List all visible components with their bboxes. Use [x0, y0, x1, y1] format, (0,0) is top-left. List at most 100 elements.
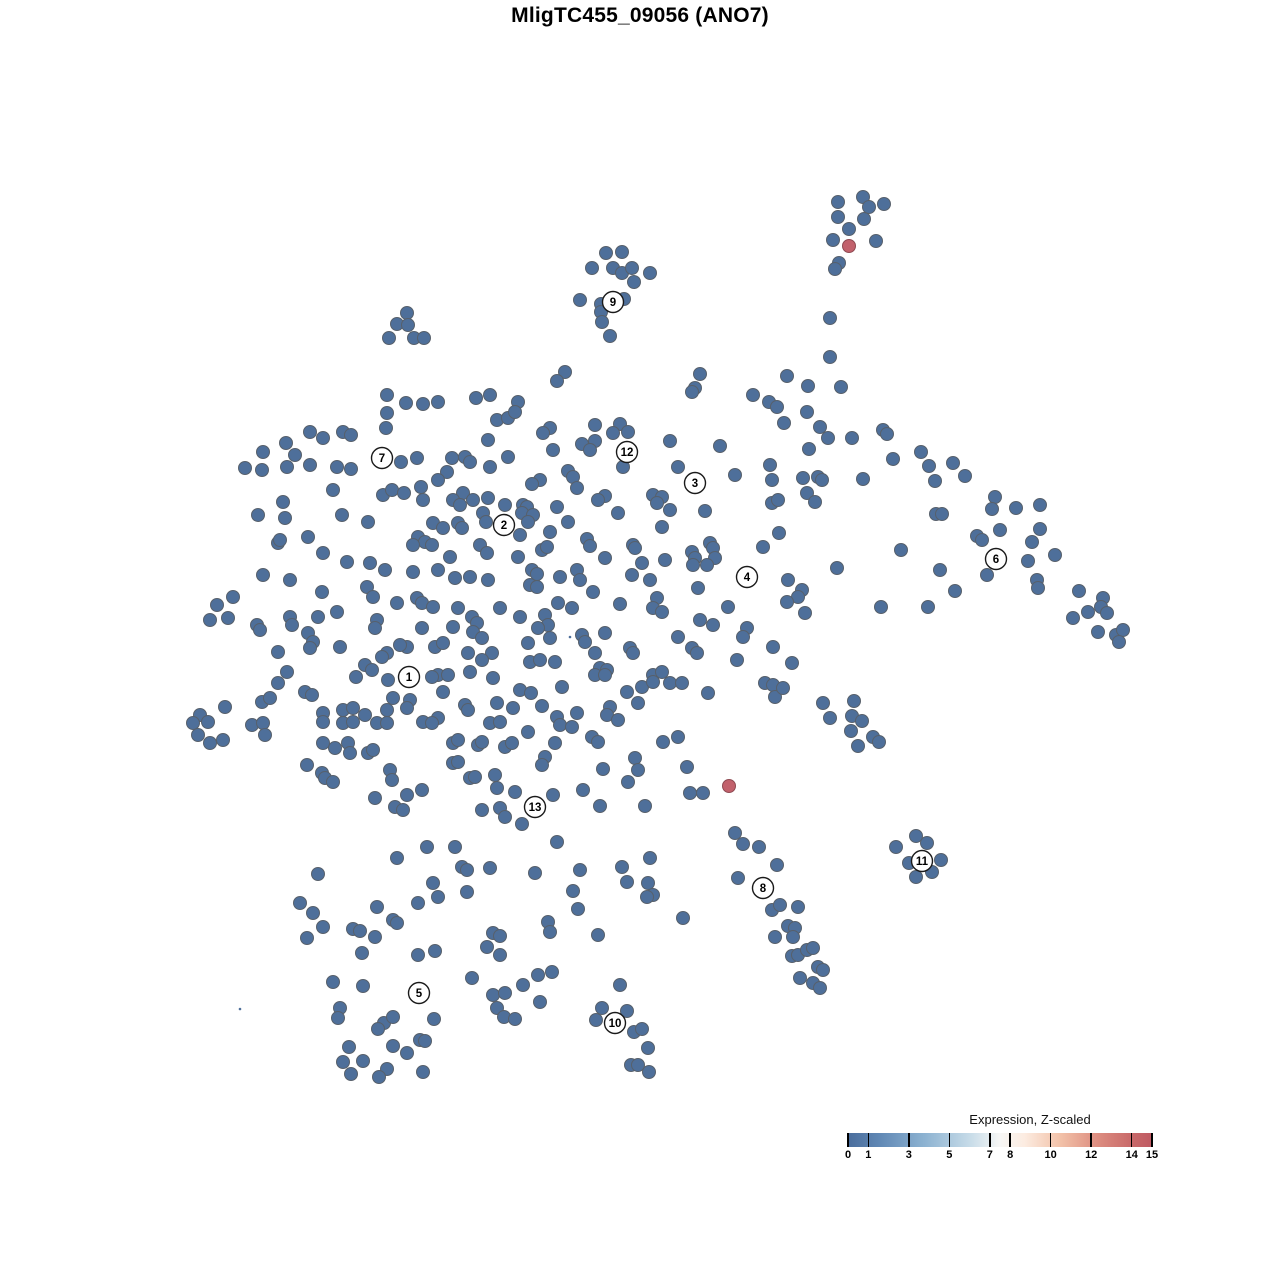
cell-dot: [366, 590, 380, 604]
colorbar-tick-label: 10: [1044, 1149, 1057, 1161]
cell-dot: [305, 688, 319, 702]
cell-dot: [316, 546, 330, 560]
cell-dot: [493, 601, 507, 615]
cell-dot: [566, 884, 580, 898]
cell-dot: [573, 293, 587, 307]
cell-dot: [663, 676, 677, 690]
cluster-label-circle: [735, 565, 759, 589]
cell-dot: [356, 979, 370, 993]
cell-dot: [342, 1040, 356, 1054]
cell-dot: [445, 451, 459, 465]
cell-dot: [773, 898, 787, 912]
cell-dot: [508, 785, 522, 799]
cell-dot: [411, 948, 425, 962]
cell-dot: [914, 445, 928, 459]
cell-dot: [638, 799, 652, 813]
cluster-label-text: 9: [610, 297, 616, 309]
cell-dot: [483, 388, 497, 402]
cell-dot: [821, 431, 835, 445]
cell-dot: [386, 1010, 400, 1024]
cell-dot: [513, 610, 527, 624]
cell-dot: [380, 406, 394, 420]
cell-dot: [279, 436, 293, 450]
cell-dot: [399, 396, 413, 410]
cell-dot: [443, 550, 457, 564]
cell-dot: [440, 465, 454, 479]
cell-dot: [765, 473, 779, 487]
cell-dot: [400, 788, 414, 802]
cell-dot: [271, 676, 285, 690]
cell-dot: [256, 568, 270, 582]
cell-dot: [468, 770, 482, 784]
cell-dot: [533, 653, 547, 667]
cell-dot: [521, 725, 535, 739]
cell-dot: [425, 670, 439, 684]
cell-dot: [363, 556, 377, 570]
cell-dot: [356, 1054, 370, 1068]
cell-dot: [426, 600, 440, 614]
cell-dot: [565, 601, 579, 615]
cell-dot: [293, 896, 307, 910]
cell-dot: [685, 385, 699, 399]
cell-dot: [508, 1012, 522, 1026]
cell-dot: [420, 840, 434, 854]
cell-dot: [573, 573, 587, 587]
cell-dot: [620, 875, 634, 889]
cell-dot: [490, 781, 504, 795]
cell-dot: [316, 431, 330, 445]
cell-dot: [772, 526, 786, 540]
cell-dot: [555, 680, 569, 694]
cell-dot: [344, 1067, 358, 1081]
cell-dot: [400, 1046, 414, 1060]
cell-dot: [531, 968, 545, 982]
cell-dot: [306, 906, 320, 920]
cell-dot: [483, 460, 497, 474]
cell-dot: [599, 246, 613, 260]
colorbar-title: Expression, Z-scaled: [969, 1112, 1091, 1127]
cell-dot: [752, 840, 766, 854]
cell-dot: [815, 473, 829, 487]
cell-dot: [798, 606, 812, 620]
cell-dot: [210, 598, 224, 612]
colorbar-tick-label: 3: [905, 1149, 912, 1161]
cell-dot: [980, 568, 994, 582]
cell-dot: [415, 783, 429, 797]
cluster-label-circle: [751, 876, 775, 900]
cell-dot: [696, 786, 710, 800]
cell-dot: [273, 533, 287, 547]
colorbar-tick: [847, 1133, 849, 1147]
cell-dot: [671, 460, 685, 474]
cell-dot: [300, 931, 314, 945]
cell-dot: [521, 636, 535, 650]
cell-dot: [889, 840, 903, 854]
cell-dot: [431, 395, 445, 409]
cell-dot: [595, 1001, 609, 1015]
cell-dot: [800, 405, 814, 419]
cell-dot: [776, 681, 790, 695]
cell-dot: [258, 728, 272, 742]
cell-dot: [455, 521, 469, 535]
cell-dot: [791, 900, 805, 914]
cell-dot: [480, 940, 494, 954]
cell-dot: [506, 701, 520, 715]
cell-dot: [336, 1055, 350, 1069]
cell-dot: [498, 498, 512, 512]
cell-dot: [501, 450, 515, 464]
cell-dot: [531, 621, 545, 635]
cell-dot: [698, 504, 712, 518]
cell-dot: [493, 715, 507, 729]
cell-dot: [451, 755, 465, 769]
cell-dot: [446, 620, 460, 634]
cell-dot: [785, 656, 799, 670]
colorbar-tick: [867, 1133, 870, 1147]
cell-dot: [397, 486, 411, 500]
cell-dot: [508, 405, 522, 419]
cluster-label-text: 12: [621, 447, 634, 459]
cell-dot: [1091, 625, 1105, 639]
cell-dot: [453, 498, 467, 512]
cell-dot: [676, 911, 690, 925]
cell-dot: [380, 716, 394, 730]
cell-dot: [847, 694, 861, 708]
cluster-label-text: 8: [760, 883, 767, 895]
cell-dot: [548, 655, 562, 669]
